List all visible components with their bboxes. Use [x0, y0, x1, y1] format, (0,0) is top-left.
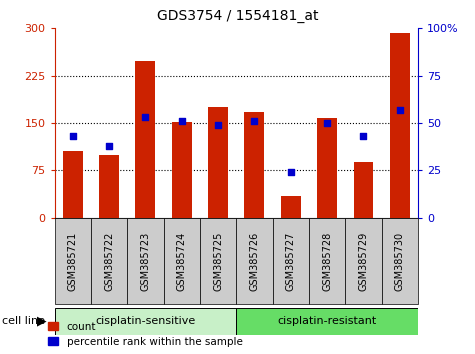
- Text: ▶: ▶: [37, 315, 47, 328]
- Point: [360, 133, 367, 139]
- Text: GSM385723: GSM385723: [141, 232, 151, 291]
- Point: [287, 170, 294, 175]
- Bar: [163, 218, 200, 304]
- Point: [69, 133, 76, 139]
- Bar: [208, 107, 228, 218]
- Legend: count, percentile rank within the sample: count, percentile rank within the sample: [48, 322, 243, 347]
- Text: cisplatin-resistant: cisplatin-resistant: [277, 316, 377, 326]
- Bar: [99, 155, 119, 218]
- Point: [396, 107, 404, 113]
- Bar: [273, 218, 309, 304]
- Text: cell line: cell line: [2, 316, 46, 326]
- Bar: [55, 218, 91, 304]
- Text: cisplatin-sensitive: cisplatin-sensitive: [95, 316, 196, 326]
- Text: GSM385724: GSM385724: [177, 232, 187, 291]
- Point: [105, 143, 113, 149]
- Bar: [381, 218, 418, 304]
- Bar: [200, 218, 237, 304]
- Bar: [237, 218, 273, 304]
- Text: GSM385728: GSM385728: [322, 232, 332, 291]
- Bar: [309, 218, 345, 304]
- Text: GSM385727: GSM385727: [286, 232, 296, 291]
- Bar: [63, 152, 83, 218]
- Bar: [127, 218, 163, 304]
- Bar: [55, 308, 237, 335]
- Text: GSM385730: GSM385730: [395, 232, 405, 291]
- Point: [178, 118, 186, 124]
- Bar: [172, 122, 192, 218]
- Text: GSM385729: GSM385729: [359, 232, 369, 291]
- Point: [251, 118, 258, 124]
- Bar: [245, 112, 265, 218]
- Text: GSM385721: GSM385721: [68, 232, 78, 291]
- Bar: [390, 33, 410, 218]
- Point: [142, 114, 149, 120]
- Bar: [353, 162, 373, 218]
- Bar: [281, 196, 301, 218]
- Point: [214, 122, 222, 128]
- Text: GDS3754 / 1554181_at: GDS3754 / 1554181_at: [157, 9, 318, 23]
- Bar: [91, 218, 127, 304]
- Bar: [237, 308, 418, 335]
- Text: GSM385722: GSM385722: [104, 232, 114, 291]
- Text: GSM385726: GSM385726: [249, 232, 259, 291]
- Bar: [135, 61, 155, 218]
- Bar: [345, 218, 381, 304]
- Text: GSM385725: GSM385725: [213, 232, 223, 291]
- Bar: [317, 118, 337, 218]
- Point: [323, 120, 331, 126]
